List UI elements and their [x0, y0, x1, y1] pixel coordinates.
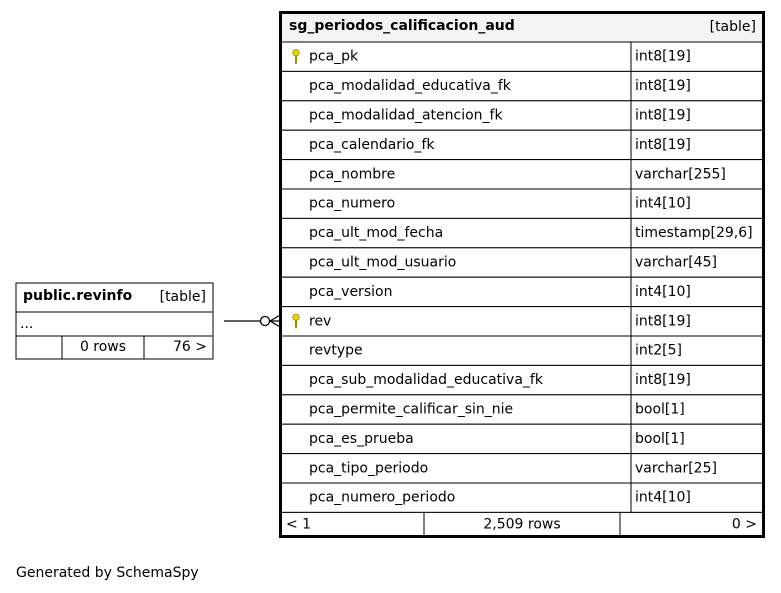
table: public.revinfo [table]... 0 rows 76 > — [15, 282, 214, 360]
column-name: pca_ult_mod_usuario — [309, 255, 456, 271]
column-name: pca_modalidad_atencion_fk — [309, 108, 503, 124]
column-type: int8[19] — [635, 313, 691, 329]
column-type: int8[19] — [635, 137, 691, 153]
column-name: pca_ult_mod_fecha — [309, 225, 443, 241]
cell — [630, 276, 764, 308]
key-head — [292, 313, 300, 321]
column-name: pca_es_prueba — [309, 431, 414, 447]
cell — [280, 247, 632, 278]
table-border — [279, 11, 765, 538]
table-kind: [table] — [160, 289, 206, 305]
column-name: pca_nombre — [309, 166, 395, 182]
cell — [280, 423, 632, 455]
column-type: int4[10] — [635, 196, 691, 212]
row-count: 2,509 rows — [483, 517, 560, 533]
column-type: int8[19] — [635, 108, 691, 124]
column-name: rev — [309, 313, 331, 329]
relation — [224, 313, 283, 329]
cell — [630, 335, 764, 366]
column-type: varchar[255] — [635, 166, 726, 182]
column-name: pca_modalidad_educativa_fk — [309, 78, 512, 94]
cell — [630, 129, 764, 161]
column-name: pca_pk — [309, 49, 359, 65]
cell — [630, 247, 764, 278]
column-type: int8[19] — [635, 49, 691, 65]
credit: Generated by SchemaSpy — [16, 565, 199, 581]
cell — [15, 311, 214, 337]
column-type: int4[10] — [635, 284, 691, 300]
table-name: public.revinfo — [23, 288, 133, 304]
column-name: pca_calendario_fk — [309, 137, 435, 153]
column-name: pca_version — [309, 284, 392, 300]
column-type: varchar[45] — [635, 255, 717, 271]
key-icon — [292, 49, 300, 64]
column-type: int8[19] — [635, 372, 691, 388]
cell — [630, 394, 764, 425]
cell — [15, 282, 214, 313]
children: 0 > — [732, 517, 757, 533]
column-name: ... — [20, 316, 33, 332]
key-icon — [292, 313, 300, 329]
column-type: bool[1] — [635, 402, 685, 418]
column-name: pca_sub_modalidad_educativa_fk — [309, 372, 544, 388]
table: sg_periodos_calificacion_aud [table] pca_p… — [279, 11, 765, 538]
row-count: 0 rows — [80, 339, 126, 355]
column-type: varchar[25] — [635, 460, 717, 476]
column-type: bool[1] — [635, 431, 685, 447]
cell — [630, 217, 764, 249]
cell — [15, 335, 214, 360]
column-name: pca_tipo_periodo — [309, 460, 428, 476]
column-type: int2[5] — [635, 343, 682, 359]
column-name: pca_numero — [309, 196, 395, 212]
key-head — [292, 49, 300, 57]
column-name: revtype — [309, 343, 363, 359]
parents: < 1 — [286, 517, 311, 533]
cell — [280, 159, 632, 190]
cell — [280, 482, 632, 513]
column-name: pca_numero_periodo — [309, 490, 455, 506]
children: 76 > — [173, 339, 207, 355]
cell — [280, 129, 632, 161]
column-type: int4[10] — [635, 490, 691, 506]
cell — [280, 306, 632, 337]
table-name: sg_periodos_calificacion_aud — [289, 18, 515, 34]
cell — [280, 394, 632, 425]
table-kind: [table] — [710, 19, 756, 35]
column-type: int8[19] — [635, 78, 691, 94]
column-type: timestamp[29,6] — [635, 225, 753, 241]
column-name: pca_permite_calificar_sin_nie — [309, 402, 513, 418]
cell — [280, 100, 632, 131]
cell — [280, 335, 632, 366]
